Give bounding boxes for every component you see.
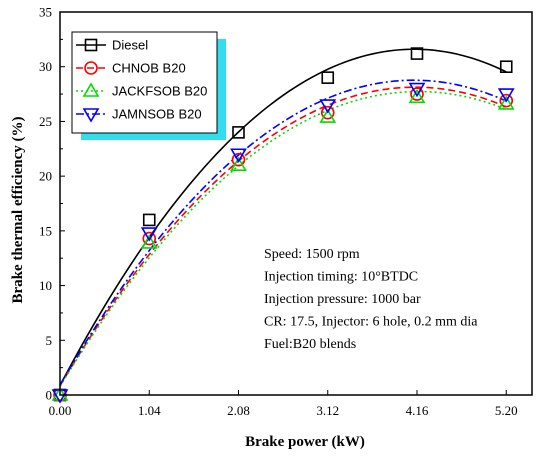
- data-point: [497, 95, 515, 110]
- x-axis-label: Brake power (kW): [245, 434, 365, 450]
- data-point: [230, 156, 247, 171]
- annotation-line: CR: 17.5, Injector: 6 hole, 0.2 mm dia: [264, 315, 478, 330]
- axis-ticks: 0.00 1.04 2.08 3.12 4.16 5.20 0 5 10 15 20 25 30 35: [39, 5, 518, 419]
- x-tick-label: 4.16: [406, 403, 429, 418]
- data-point: [499, 60, 513, 74]
- data-point: [140, 227, 158, 242]
- data-point: [232, 126, 245, 139]
- data-point: [408, 88, 426, 104]
- data-point: [410, 87, 424, 101]
- data-point: [497, 88, 515, 103]
- fit-curve: [59, 90, 507, 387]
- annotation-line: Injection timing: 10°BTDC: [264, 270, 418, 285]
- fit-curves: [59, 48, 507, 387]
- data-point: [231, 152, 246, 167]
- data-point: [320, 105, 335, 120]
- annotation-block: Speed: 1500 rpm Injection timing: 10°BTDC…: [264, 247, 478, 352]
- data-point: [408, 82, 426, 98]
- x-tick-label: 0.00: [49, 403, 72, 418]
- y-tick-label: 10: [39, 278, 52, 293]
- y-axis-label: Brake thermal efficiency (%): [10, 116, 26, 303]
- legend-marker: [82, 108, 100, 123]
- data-point: [499, 93, 514, 108]
- legend: Diesel CHNOB B20 JACKFSOB B20 JAMNSOB B20: [71, 31, 226, 140]
- legend-marker: [84, 38, 98, 52]
- data-point: [140, 234, 158, 249]
- data-point: [142, 213, 156, 227]
- fit-curve: [59, 79, 507, 386]
- legend-label: Diesel: [112, 38, 148, 53]
- legend-marker: [82, 82, 100, 97]
- legend-marker: [84, 61, 98, 75]
- data-point: [319, 108, 337, 123]
- y-tick-label: 30: [39, 59, 52, 74]
- legend-label: JAMNSOB B20: [112, 107, 202, 122]
- data-point: [230, 148, 247, 163]
- y-tick-label: 0: [46, 388, 53, 403]
- legend-label: JACKFSOB B20: [112, 84, 207, 99]
- data-point: [410, 47, 424, 60]
- legend-label: CHNOB B20: [112, 61, 186, 76]
- fit-curve: [59, 48, 507, 386]
- y-tick-label: 20: [39, 169, 52, 184]
- data-point: [319, 99, 337, 114]
- x-tick-label: 1.04: [138, 403, 161, 418]
- data-point: [51, 386, 69, 401]
- annotation-line: Injection pressure: 1000 bar: [264, 292, 421, 307]
- y-tick-label: 15: [39, 223, 52, 238]
- data-point: [321, 71, 335, 84]
- annotation-line: Fuel:B20 blends: [264, 337, 356, 352]
- x-tick-label: 2.08: [227, 403, 250, 418]
- y-tick-label: 25: [39, 114, 52, 129]
- y-tick-label: 35: [39, 5, 52, 20]
- y-tick-label: 5: [46, 333, 53, 348]
- fit-curve: [59, 86, 507, 387]
- x-tick-label: 5.20: [495, 403, 518, 418]
- annotation-line: Speed: 1500 rpm: [264, 247, 360, 262]
- x-tick-label: 3.12: [316, 403, 339, 418]
- data-point: [142, 231, 157, 246]
